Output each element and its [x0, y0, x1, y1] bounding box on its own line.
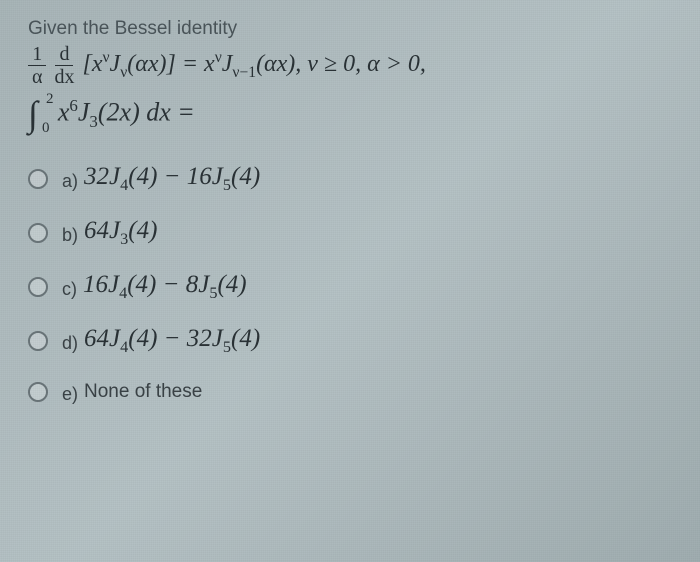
option-b[interactable]: b) 64J3(4): [28, 217, 672, 249]
option-c[interactable]: c) 16J4(4) − 8J5(4): [28, 271, 672, 303]
question-prompt: Given the Bessel identity: [28, 18, 672, 40]
option-label: a): [62, 171, 78, 192]
text-part: 64J: [84, 325, 120, 352]
sub: ν−1: [232, 64, 256, 81]
text-part: x: [58, 98, 70, 127]
identity-lhs: [xνJν(αx)] = xνJν−1(αx), ν ≥ 0, α > 0,: [82, 49, 425, 82]
radio-icon[interactable]: [28, 223, 48, 243]
option-label: c): [62, 279, 77, 300]
text-part: J: [222, 51, 233, 77]
radio-icon[interactable]: [28, 169, 48, 189]
fraction-1-over-alpha: 1 α: [28, 44, 46, 87]
text-part: (αx)] = x: [127, 51, 214, 77]
text-part: (4): [231, 325, 260, 352]
text-part: (4) − 8J: [127, 271, 209, 298]
option-e[interactable]: e) None of these: [28, 381, 672, 403]
integral-lower: 0: [42, 120, 50, 137]
text-part: J: [110, 51, 121, 77]
text-part: (4): [128, 217, 157, 244]
sub: 5: [223, 176, 231, 194]
text-part: [x: [82, 51, 102, 77]
text-part: (4): [231, 163, 260, 190]
option-math: 64J3(4): [84, 217, 157, 249]
option-a[interactable]: a) 32J4(4) − 16J5(4): [28, 163, 672, 195]
frac-den: α: [28, 66, 46, 87]
option-math: 64J4(4) − 32J5(4): [84, 325, 260, 357]
text-part: J: [78, 98, 90, 127]
text-part: 32J: [84, 163, 120, 190]
option-label: e): [62, 384, 78, 405]
sup: ν: [102, 49, 109, 66]
fraction-d-dx: d dx: [50, 44, 78, 87]
frac-num: d: [55, 44, 73, 66]
radio-icon[interactable]: [28, 277, 48, 297]
text-part: (αx), ν ≥ 0, α > 0,: [256, 51, 426, 77]
option-math: 32J4(4) − 16J5(4): [84, 163, 260, 195]
sup: 6: [69, 96, 77, 115]
option-text: None of these: [84, 381, 202, 403]
text-part: 64J: [84, 217, 120, 244]
text-part: (4): [217, 271, 246, 298]
integrand: x6J3(2x) dx =: [58, 96, 195, 132]
radio-icon[interactable]: [28, 331, 48, 351]
sub: 3: [89, 112, 97, 131]
option-label: b): [62, 225, 78, 246]
integral-expression: ∫ 2 0 x6J3(2x) dx =: [28, 93, 672, 135]
option-d[interactable]: d) 64J4(4) − 32J5(4): [28, 325, 672, 357]
frac-num: 1: [28, 44, 46, 66]
text-part: 16J: [83, 271, 119, 298]
option-math: 16J4(4) − 8J5(4): [83, 271, 247, 303]
radio-icon[interactable]: [28, 382, 48, 402]
text-part: (4) − 16J: [128, 163, 223, 190]
bessel-identity: 1 α d dx [xνJν(αx)] = xνJν−1(αx), ν ≥ 0,…: [28, 44, 672, 87]
text-part: (4) − 32J: [128, 325, 223, 352]
option-label: d): [62, 333, 78, 354]
sub: 5: [223, 338, 231, 356]
sup: ν: [215, 49, 222, 66]
frac-den: dx: [50, 66, 78, 87]
integral-upper: 2: [46, 91, 54, 108]
integral-symbol: ∫ 2 0: [28, 93, 38, 135]
text-part: (2x) dx =: [98, 98, 195, 127]
